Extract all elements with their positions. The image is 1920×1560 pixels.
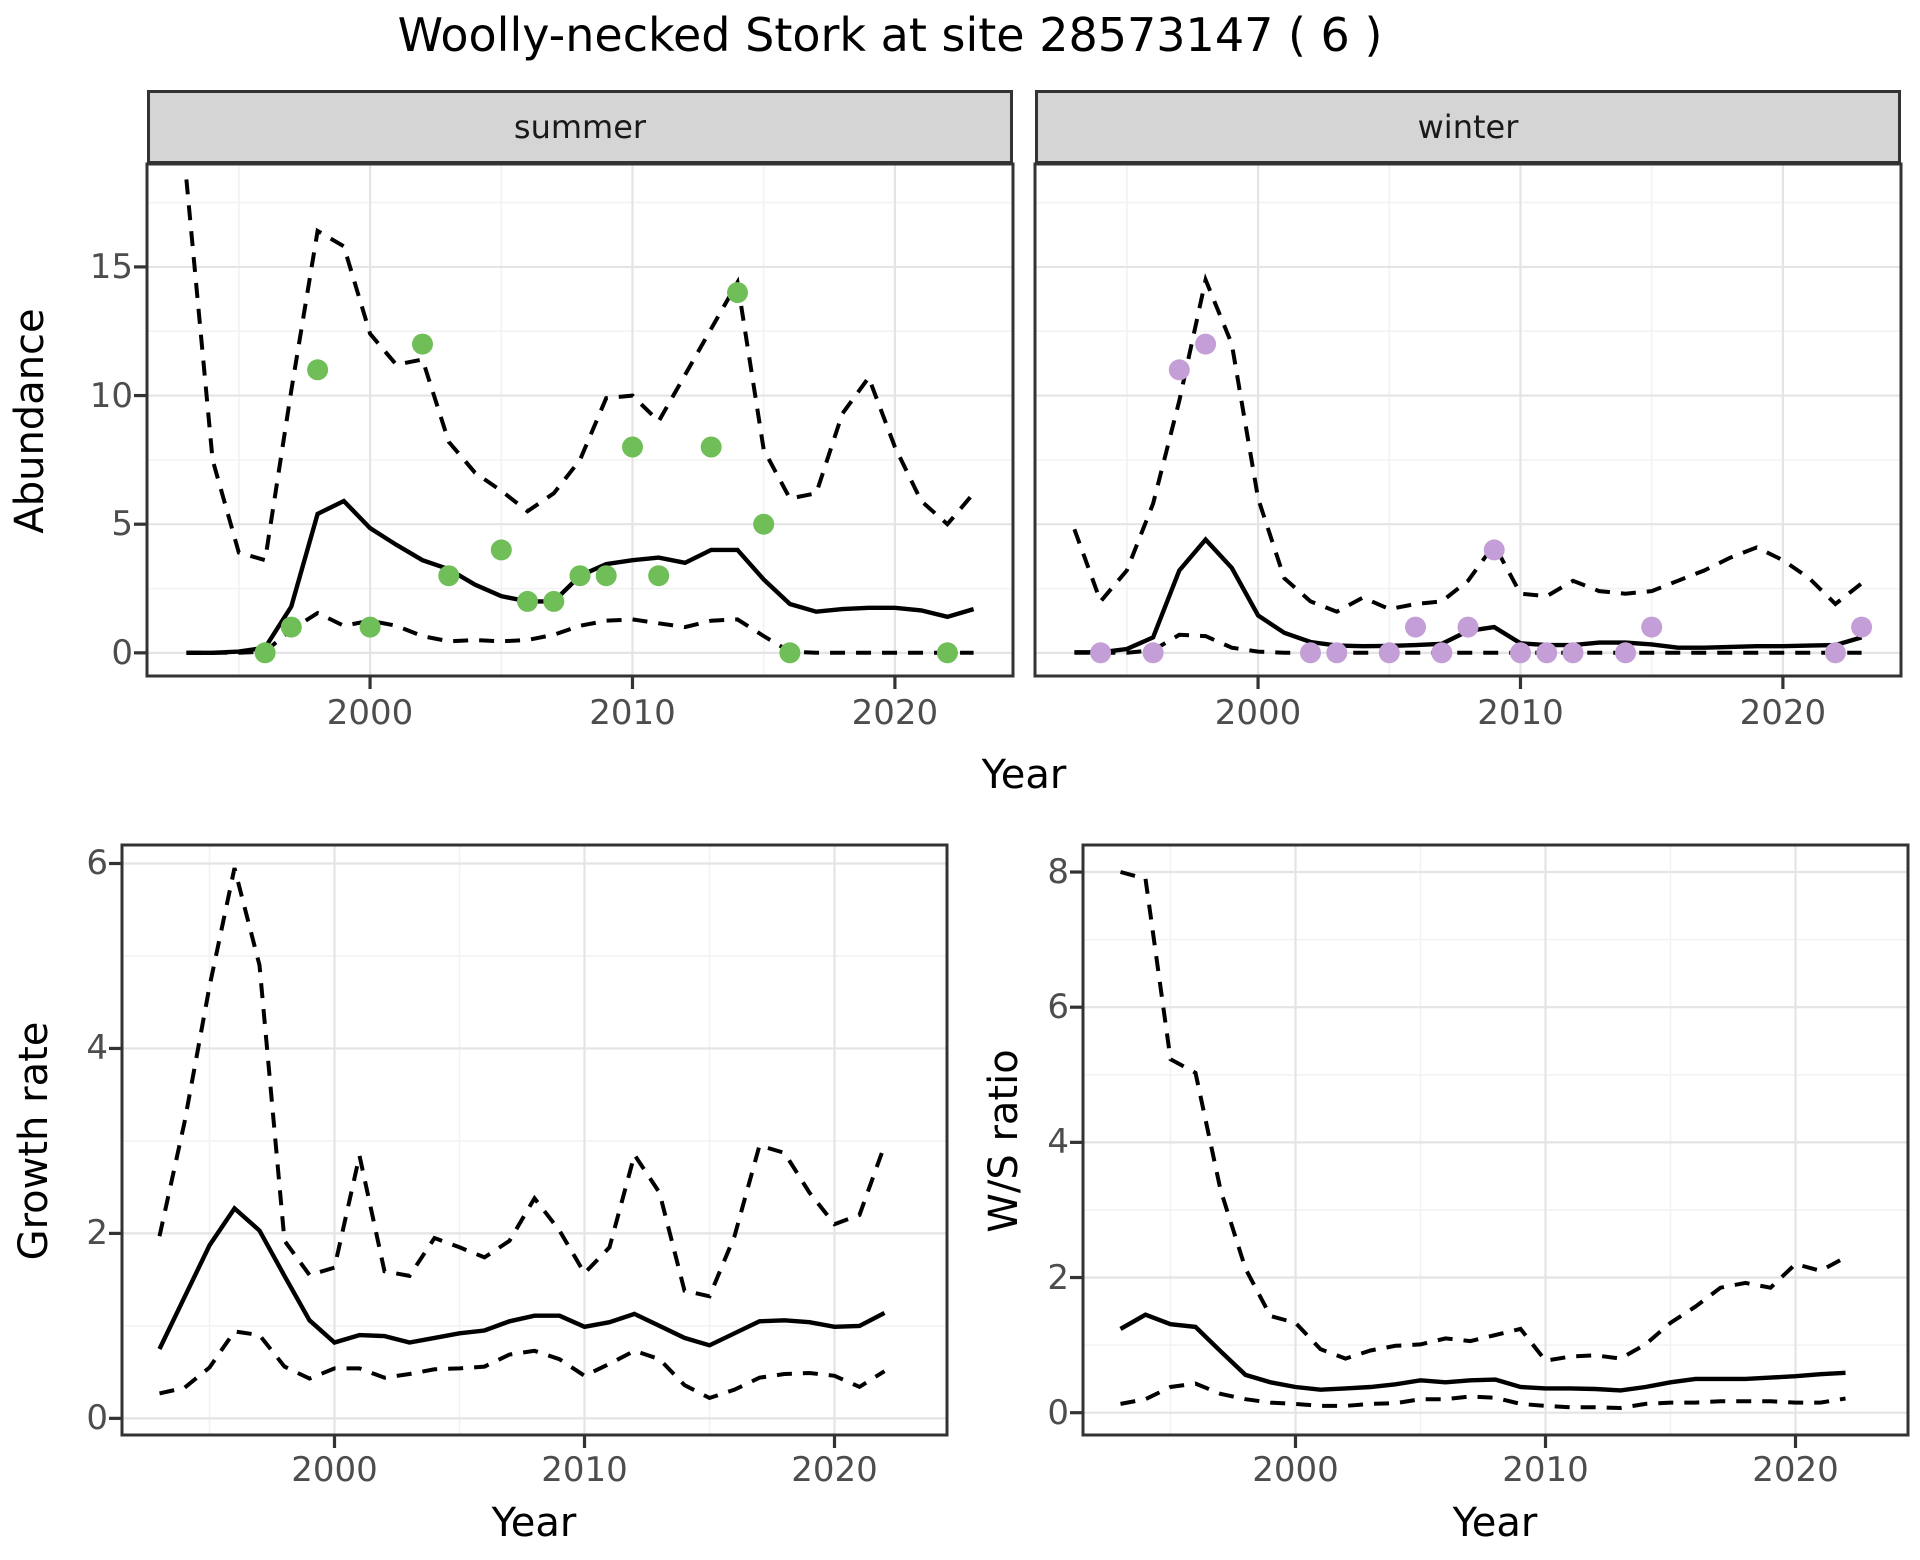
chart-title: Woolly-necked Stork at site 28573147 ( 6… <box>397 8 1383 62</box>
y-tick-label: 6 <box>86 843 108 884</box>
series-ci_upper-dashed <box>1119 870 1847 1363</box>
data-point-observed-counts-winter-2008 <box>1457 616 1479 638</box>
data-point-observed-counts-winter-2007 <box>1431 642 1453 664</box>
data-point-observed-counts-winter-2014 <box>1615 642 1636 664</box>
series-ci_lower-dashed <box>1074 632 1862 655</box>
series-median-solid <box>157 1205 886 1350</box>
data-point-observed-counts-winter-2010 <box>1510 642 1531 664</box>
series-ci_lower-dashed <box>186 610 974 655</box>
data-point-observed-counts-winter-2002 <box>1300 642 1321 664</box>
data-point-observed-counts-winter-2011 <box>1536 642 1558 664</box>
y-tick-label: 10 <box>89 375 133 416</box>
facet-strip-label-winter: winter <box>1417 108 1519 146</box>
x-tick-label: 2020 <box>791 1450 878 1490</box>
data-point-observed-counts-winter-2023 <box>1851 616 1873 638</box>
data-point-observed-counts-winter-2003 <box>1326 642 1348 664</box>
series-ci_upper-dashed <box>157 867 887 1299</box>
panel-border <box>1033 162 1903 678</box>
data-point-observed-counts-summer-2009 <box>595 565 617 587</box>
data-point-observed-counts-winter-1994 <box>1090 642 1112 664</box>
x-tick-label: 2020 <box>1739 693 1827 733</box>
panel-growth-rate <box>109 843 949 1448</box>
facet-strip-label-summer: summer <box>513 108 647 146</box>
x-tick-label: 2010 <box>1502 1450 1589 1490</box>
panel-background <box>1035 164 1901 676</box>
data-point-observed-counts-summer-2005 <box>490 539 512 561</box>
panel-background <box>147 164 1013 676</box>
x-tick-label: 2000 <box>1252 1450 1339 1490</box>
x-tick-label: 2000 <box>1214 693 1302 733</box>
series-median-solid <box>1119 1312 1846 1393</box>
x-tick-label: 2010 <box>541 1450 628 1490</box>
data-point-observed-counts-winter-1998 <box>1195 333 1217 355</box>
data-point-observed-counts-winter-2009 <box>1483 539 1505 561</box>
panel-background <box>1083 845 1908 1435</box>
data-point-observed-counts-summer-2007 <box>543 590 565 612</box>
x-tick-label: 2020 <box>1752 1450 1839 1490</box>
x-axis-title-year-growth: Year <box>491 1500 577 1546</box>
x-tick-label: 2010 <box>589 693 676 733</box>
facet-strip-summer: summer <box>147 90 1013 164</box>
y-tick-label: 8 <box>1047 852 1069 893</box>
y-tick-label: 2 <box>1047 1257 1069 1298</box>
panel-winter <box>1033 162 1903 689</box>
data-point-observed-counts-summer-2013 <box>700 436 722 458</box>
data-point-observed-counts-summer-2011 <box>648 565 670 587</box>
panel-border <box>120 843 949 1437</box>
data-point-observed-counts-winter-2015 <box>1641 616 1663 638</box>
panel-border <box>145 162 1015 678</box>
x-axis-title-year-ws: Year <box>1452 1500 1538 1546</box>
data-point-observed-counts-summer-1998 <box>307 359 329 381</box>
y-tick-label: 4 <box>86 1028 108 1069</box>
data-point-observed-counts-summer-2002 <box>412 333 433 355</box>
y-tick-label: 2 <box>86 1213 108 1254</box>
y-tick-label: 4 <box>1047 1122 1069 1163</box>
data-point-observed-counts-summer-2010 <box>622 436 643 458</box>
data-point-observed-counts-summer-2014 <box>727 282 748 304</box>
x-tick-label: 2010 <box>1477 693 1564 733</box>
data-point-observed-counts-winter-1997 <box>1168 359 1190 381</box>
series-ci_upper-dashed <box>184 179 976 563</box>
y-tick-label: 5 <box>111 504 133 545</box>
series-ci_upper-dashed <box>1072 273 1863 614</box>
panel-border <box>1081 843 1910 1437</box>
panel-background <box>122 845 947 1435</box>
y-tick-label: 15 <box>89 246 133 287</box>
data-point-observed-counts-summer-1997 <box>280 616 302 638</box>
data-point-observed-counts-winter-2005 <box>1378 642 1400 664</box>
x-tick-label: 2000 <box>291 1450 378 1490</box>
data-point-observed-counts-winter-2012 <box>1562 642 1584 664</box>
y-tick-label: 0 <box>1047 1392 1069 1433</box>
data-point-observed-counts-winter-2022 <box>1824 642 1846 664</box>
series-ci_lower-dashed <box>1120 1381 1846 1411</box>
y-tick-label: 0 <box>111 632 133 673</box>
facet-strip-winter: winter <box>1035 90 1901 164</box>
data-point-observed-counts-summer-2006 <box>517 590 538 612</box>
data-point-observed-counts-winter-2006 <box>1405 616 1426 638</box>
y-tick-label: 0 <box>86 1398 108 1439</box>
series-ci_lower-dashed <box>159 1329 886 1401</box>
data-point-observed-counts-summer-2000 <box>359 616 381 638</box>
data-point-observed-counts-summer-2003 <box>438 565 460 587</box>
data-point-observed-counts-summer-2022 <box>936 642 958 664</box>
data-point-observed-counts-summer-1996 <box>254 642 276 664</box>
data-point-observed-counts-summer-2008 <box>569 565 591 587</box>
x-tick-label: 2020 <box>851 693 939 733</box>
y-tick-label: 6 <box>1047 987 1069 1028</box>
panel-summer <box>134 162 1015 689</box>
data-point-observed-counts-summer-2015 <box>753 513 775 535</box>
data-point-observed-counts-winter-1996 <box>1142 642 1164 664</box>
x-tick-label: 2000 <box>326 693 414 733</box>
x-axis-title-year-top: Year <box>981 752 1067 798</box>
panel-w-s-ratio <box>1070 843 1910 1448</box>
data-point-observed-counts-summer-2016 <box>779 642 801 664</box>
